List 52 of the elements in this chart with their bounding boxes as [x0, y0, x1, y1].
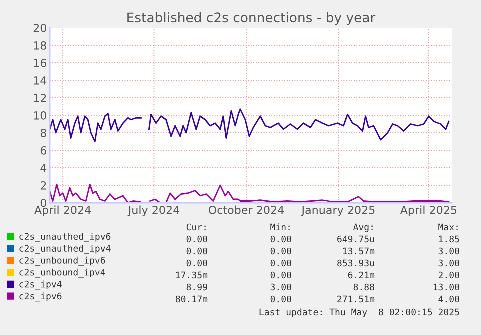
text: Max: — [438, 224, 458, 231]
text: 0.00 — [186, 248, 208, 255]
x-tick-label: October 2024 — [208, 206, 284, 214]
text: 13.57m — [343, 248, 375, 255]
text: 17.35m — [176, 272, 208, 279]
legend-label: c2s_unbound_ipv6 — [20, 256, 106, 266]
text: 0.00 — [270, 296, 292, 303]
y-tick-label: 18 — [34, 41, 46, 50]
y-tick-label: 0 — [40, 198, 46, 208]
text: 0.00 — [270, 260, 292, 267]
text: Cur: — [186, 224, 206, 231]
y-tick-label: 10 — [34, 111, 46, 120]
y-tick-label: 6 — [40, 146, 47, 155]
y-tick-label: 20 — [34, 24, 46, 32]
text: 0.00 — [270, 248, 292, 255]
x-tick-label: April 2025 — [400, 206, 457, 217]
chart-title: Established c2s connections - by year — [128, 12, 376, 26]
text: 13.00 — [434, 284, 460, 291]
x-tick-label: January 2025 — [301, 206, 375, 217]
y-tick-label: 8 — [40, 128, 46, 138]
text: 0.00 — [186, 260, 208, 267]
legend-label: c2s_unauthed_ipv4 — [20, 244, 111, 254]
text: 8.99 — [186, 284, 208, 291]
text: 1.85 — [439, 236, 460, 243]
legend-label: c2s_ipv6 — [20, 292, 62, 302]
legend-label: c2s_unauthed_ipv6 — [20, 233, 111, 242]
text: 3.00 — [270, 284, 292, 291]
x-tick-label: April 2024 — [34, 206, 92, 217]
text: 8.88 — [354, 284, 374, 291]
x-tick-label: July 2024 — [128, 206, 180, 217]
legend-label: c2s_unbound_ipv4 — [20, 268, 106, 278]
text: 3.00 — [438, 248, 460, 255]
text: 0.00 — [186, 236, 208, 243]
text: 80.17m — [176, 296, 208, 303]
legend-label: c2s_ipv4 — [20, 280, 62, 290]
y-tick-label: 14 — [34, 76, 47, 85]
text: 4.00 — [438, 296, 460, 303]
y-tick-label: 4 — [40, 164, 47, 172]
text: 3.00 — [438, 260, 460, 267]
text: 6.21m — [348, 272, 375, 279]
y-tick-label: 2 — [40, 181, 46, 190]
text: 2.00 — [438, 272, 460, 279]
y-tick-label: 12 — [34, 94, 46, 102]
text: 853.93u — [338, 260, 374, 267]
y-tick-label: 16 — [34, 58, 47, 68]
text: 0.00 — [270, 272, 292, 279]
text: Avg: — [353, 224, 373, 232]
text: 649.75u — [338, 236, 374, 243]
text: 0.00 — [270, 236, 292, 243]
text: 271.51m — [338, 296, 375, 303]
text: Last update: Thu May 8 02:00:15 2025 — [260, 308, 460, 318]
text: Min: — [270, 224, 290, 231]
